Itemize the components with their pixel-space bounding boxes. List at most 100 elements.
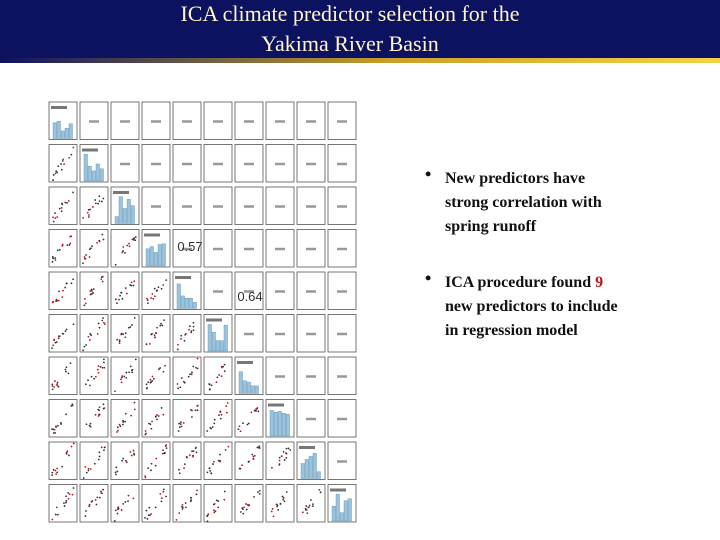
matrix-cell [79,101,109,140]
histogram-bar [308,456,313,479]
scatter-dot [87,379,89,382]
scatter-dot [149,378,152,381]
scatter-dot [223,498,226,501]
scatter-dot [85,510,87,512]
scatter-dot [289,449,292,451]
scatter-dot [119,425,122,428]
matrix-cell [296,144,326,183]
scatter-dot [54,469,57,472]
scatter-dot [126,244,129,247]
scatter-dot [132,449,135,452]
scatter-dot [82,262,84,265]
matrix-cell [296,441,326,480]
scatter-dot [245,508,248,511]
scatter-dot [62,289,64,292]
correlation-mark [337,247,347,251]
scatter-dot [145,343,148,346]
scatter-dot [181,508,184,510]
scatter-dot [114,298,117,301]
scatter-dot [91,245,94,247]
scatter-dot [130,284,133,287]
scatter-dot [114,509,117,512]
scatter-dot [150,427,153,430]
correlation-mark [151,162,161,166]
scatter-dot [180,377,183,379]
scatter-dot [196,357,199,360]
scatter-dot [161,452,164,455]
scatter-dot [123,375,126,378]
scatter-dot [87,469,90,472]
scatter-dot [57,299,60,302]
scatter-dot [101,366,104,369]
scatter-dot [238,425,241,428]
scatter-dot [276,505,278,508]
scatter-dot [125,376,128,379]
scatter-dot [188,328,190,331]
matrix-cell [296,484,326,523]
scatter-dot [97,415,100,417]
scatter-dot [57,165,60,168]
scatter-dot [82,477,85,479]
scatter-dot [223,490,226,493]
scatter-dot [272,515,275,518]
scatter-dot [305,505,308,507]
scatter-dot [147,302,149,304]
scatter-dot [94,499,97,501]
scatter-dot [114,471,117,474]
scatter-dot [210,472,213,475]
scatter-dot [62,158,65,161]
correlation-mark [337,120,347,123]
scatter-dot [285,457,288,459]
scatter-dot [118,342,121,345]
scatter-dot [131,238,134,241]
matrix-cell [79,356,109,395]
scatter-dot [102,321,105,324]
scatter-dot [241,507,244,509]
scatter-dot [88,256,91,258]
scatter-dot [84,465,87,468]
scatter-dot [58,207,61,210]
correlation-mark [337,417,347,421]
variable-label [237,361,253,364]
scatter-dot [179,386,182,389]
matrix-cell [234,101,264,140]
scatter-dot [102,358,105,361]
scatter-dot [214,510,217,513]
scatter-dot [133,237,136,240]
scatter-dot [159,324,162,327]
matrix-cell [234,484,264,523]
scatter-dot [258,489,261,492]
scatter-dot [196,409,199,412]
scatter-dot [65,366,68,369]
scatter-dot [98,451,101,454]
scatter-dot [72,278,75,281]
scatter-dot [54,212,56,215]
scatter-dot [195,366,197,369]
scatter-dot [195,451,198,454]
matrix-cell [203,441,233,480]
scatter-dot [61,202,63,205]
matrix-cell [110,484,140,523]
scatter-dot [120,378,122,381]
matrix-cell [172,186,202,225]
scatter-dot [283,500,286,503]
histogram-bar [304,459,309,479]
scatter-dot [61,243,64,246]
matrix-cell [234,441,264,480]
scatter-dot [243,506,245,509]
scatter-dot [188,454,191,457]
scatter-dot [191,371,193,374]
scatter-dot [163,452,166,455]
matrix-cell [110,186,140,225]
scatter-dot [83,256,86,258]
scatter-dot [68,156,71,159]
scatter-dot [185,455,188,458]
scatter-dot [63,505,66,507]
scatter-dot [255,410,257,412]
matrix-cell [172,101,202,140]
matrix-cell [172,144,202,183]
matrix-cell [48,229,78,268]
scatter-dot [190,331,193,334]
matrix-cell [265,144,295,183]
scatter-dot [256,407,258,410]
